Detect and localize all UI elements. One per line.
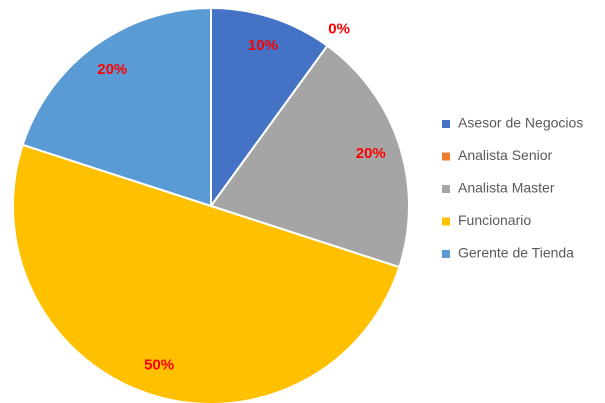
data-label: 0% — [328, 21, 350, 38]
data-label: 20% — [97, 61, 127, 78]
legend-label: Asesor de Negocios — [458, 115, 583, 131]
legend-swatch — [442, 217, 450, 226]
legend-swatch — [442, 120, 450, 128]
legend-swatch — [442, 185, 450, 193]
data-label: 10% — [248, 37, 278, 54]
legend-swatch — [442, 152, 450, 161]
pie-slice — [209, 44, 410, 269]
pie-slice — [21, 6, 212, 208]
data-label: 20% — [356, 145, 386, 162]
legend-label: Gerente de Tienda — [458, 245, 574, 261]
data-label: 50% — [144, 357, 174, 374]
legend-label: Funcionario — [458, 212, 531, 228]
legend-label: Analista Master — [458, 180, 555, 196]
pie-slice — [12, 143, 401, 403]
legend-label: Analista Senior — [458, 147, 553, 163]
pie-slice — [210, 6, 329, 210]
legend-swatch — [442, 250, 450, 258]
